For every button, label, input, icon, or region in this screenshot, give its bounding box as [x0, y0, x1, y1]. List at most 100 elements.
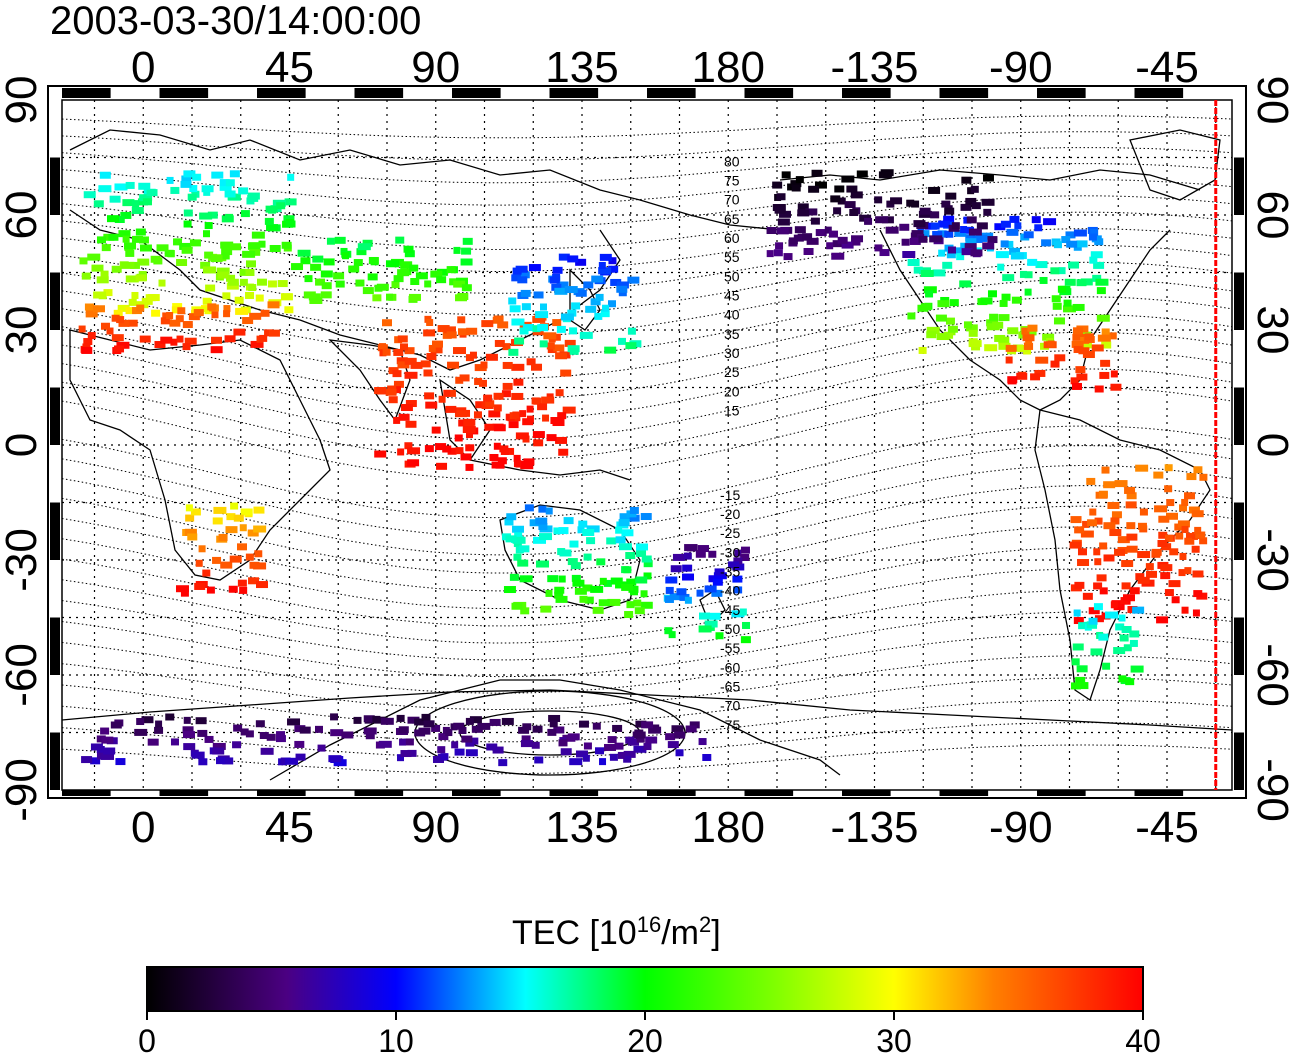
tec-cell — [122, 235, 130, 243]
tec-cell — [1166, 512, 1179, 520]
tec-cell — [1080, 278, 1093, 286]
tec-cell — [424, 445, 434, 453]
tec-cell — [393, 380, 404, 388]
tec-cell — [774, 206, 786, 214]
tec-cell — [1160, 564, 1173, 572]
tec-cell — [1084, 333, 1094, 341]
tec-cell — [101, 752, 115, 760]
tec-cell — [1082, 592, 1093, 600]
tec-cell — [99, 171, 111, 179]
tec-cell — [983, 208, 992, 216]
tec-cell — [180, 180, 192, 188]
tec-cell — [1126, 492, 1137, 500]
top-lon-tick-label: 135 — [545, 43, 618, 92]
tec-cell — [1078, 622, 1087, 630]
tec-cell — [781, 171, 791, 179]
tec-cell — [1091, 344, 1104, 352]
tec-cell — [124, 242, 137, 250]
tec-cell — [303, 291, 316, 299]
tec-cell — [1027, 258, 1038, 266]
tec-cell — [531, 397, 540, 405]
tec-cell — [553, 344, 565, 352]
tec-cell — [147, 294, 160, 302]
tec-cell — [382, 348, 391, 356]
tec-cell — [878, 171, 892, 179]
tec-cell — [623, 750, 636, 758]
top-scale-segment — [208, 88, 257, 98]
tec-cell — [942, 261, 953, 269]
tec-cell — [418, 727, 431, 735]
tec-cell — [480, 361, 488, 369]
tec-cell — [970, 185, 979, 193]
tec-cell — [1075, 676, 1086, 684]
tec-cell — [229, 243, 241, 251]
tec-cell — [636, 549, 647, 557]
tec-cell — [614, 742, 624, 750]
tec-cell — [226, 274, 236, 282]
tec-cell — [709, 612, 721, 620]
tec-cell — [521, 303, 531, 311]
tec-cell — [1104, 611, 1118, 619]
tec-cell — [304, 275, 313, 283]
tec-cell — [552, 319, 562, 327]
tec-cell — [328, 755, 342, 763]
tec-cell — [414, 718, 428, 726]
tec-cell — [523, 458, 535, 466]
tec-cell — [828, 230, 838, 238]
tec-cell — [791, 184, 801, 192]
tec-cell — [986, 319, 999, 327]
tec-cell — [627, 514, 640, 522]
tec-cell — [240, 210, 250, 218]
tec-cell — [493, 424, 506, 432]
tec-cell — [526, 405, 534, 413]
tec-cell — [998, 314, 1010, 322]
tec-cell — [460, 453, 472, 461]
tec-cell — [837, 236, 848, 244]
left-scale-segment — [50, 330, 60, 388]
tec-cell — [222, 292, 231, 300]
tec-cell — [704, 620, 718, 628]
tec-cell — [512, 525, 525, 533]
tec-cell — [1072, 327, 1083, 335]
tec-cell — [134, 728, 148, 736]
tec-cell — [1047, 340, 1055, 348]
tec-cell — [348, 265, 360, 273]
tec-cell — [1005, 344, 1017, 352]
contour-label: -20 — [720, 506, 740, 522]
tec-cell — [1191, 510, 1204, 518]
tec-cell — [1184, 492, 1196, 500]
tec-cell — [615, 526, 623, 534]
tec-cell — [404, 371, 418, 379]
tec-cell — [918, 235, 928, 243]
right-scale-segment — [1234, 617, 1244, 675]
tec-cell — [423, 369, 433, 377]
tec-cell — [1035, 356, 1049, 364]
tec-cell — [616, 285, 628, 293]
tec-cell — [1052, 302, 1062, 310]
tec-cell — [923, 286, 937, 294]
tec-cell — [96, 735, 106, 743]
tec-cell — [540, 303, 548, 311]
tec-cell — [1001, 293, 1011, 301]
tec-cell — [493, 442, 501, 450]
tec-cell — [917, 304, 929, 312]
tec-cell — [913, 220, 926, 228]
tec-cell — [945, 192, 957, 200]
tec-cell — [1126, 533, 1138, 541]
tec-cell — [465, 444, 475, 452]
tec-cell — [1113, 647, 1126, 655]
tec-cell — [251, 231, 265, 239]
tec-cell — [1129, 587, 1140, 595]
tec-cell — [222, 757, 234, 765]
tec-cell — [618, 519, 630, 527]
tec-cell — [1072, 333, 1086, 341]
tec-cell — [183, 170, 196, 178]
tec-cell — [971, 202, 981, 210]
tec-cell — [458, 419, 467, 427]
tec-cell — [590, 298, 601, 306]
right-scale-segment — [1234, 445, 1244, 503]
tec-cell — [225, 213, 234, 221]
tec-cell — [1080, 530, 1094, 538]
tec-cell — [247, 192, 260, 200]
tec-cell — [713, 572, 727, 580]
